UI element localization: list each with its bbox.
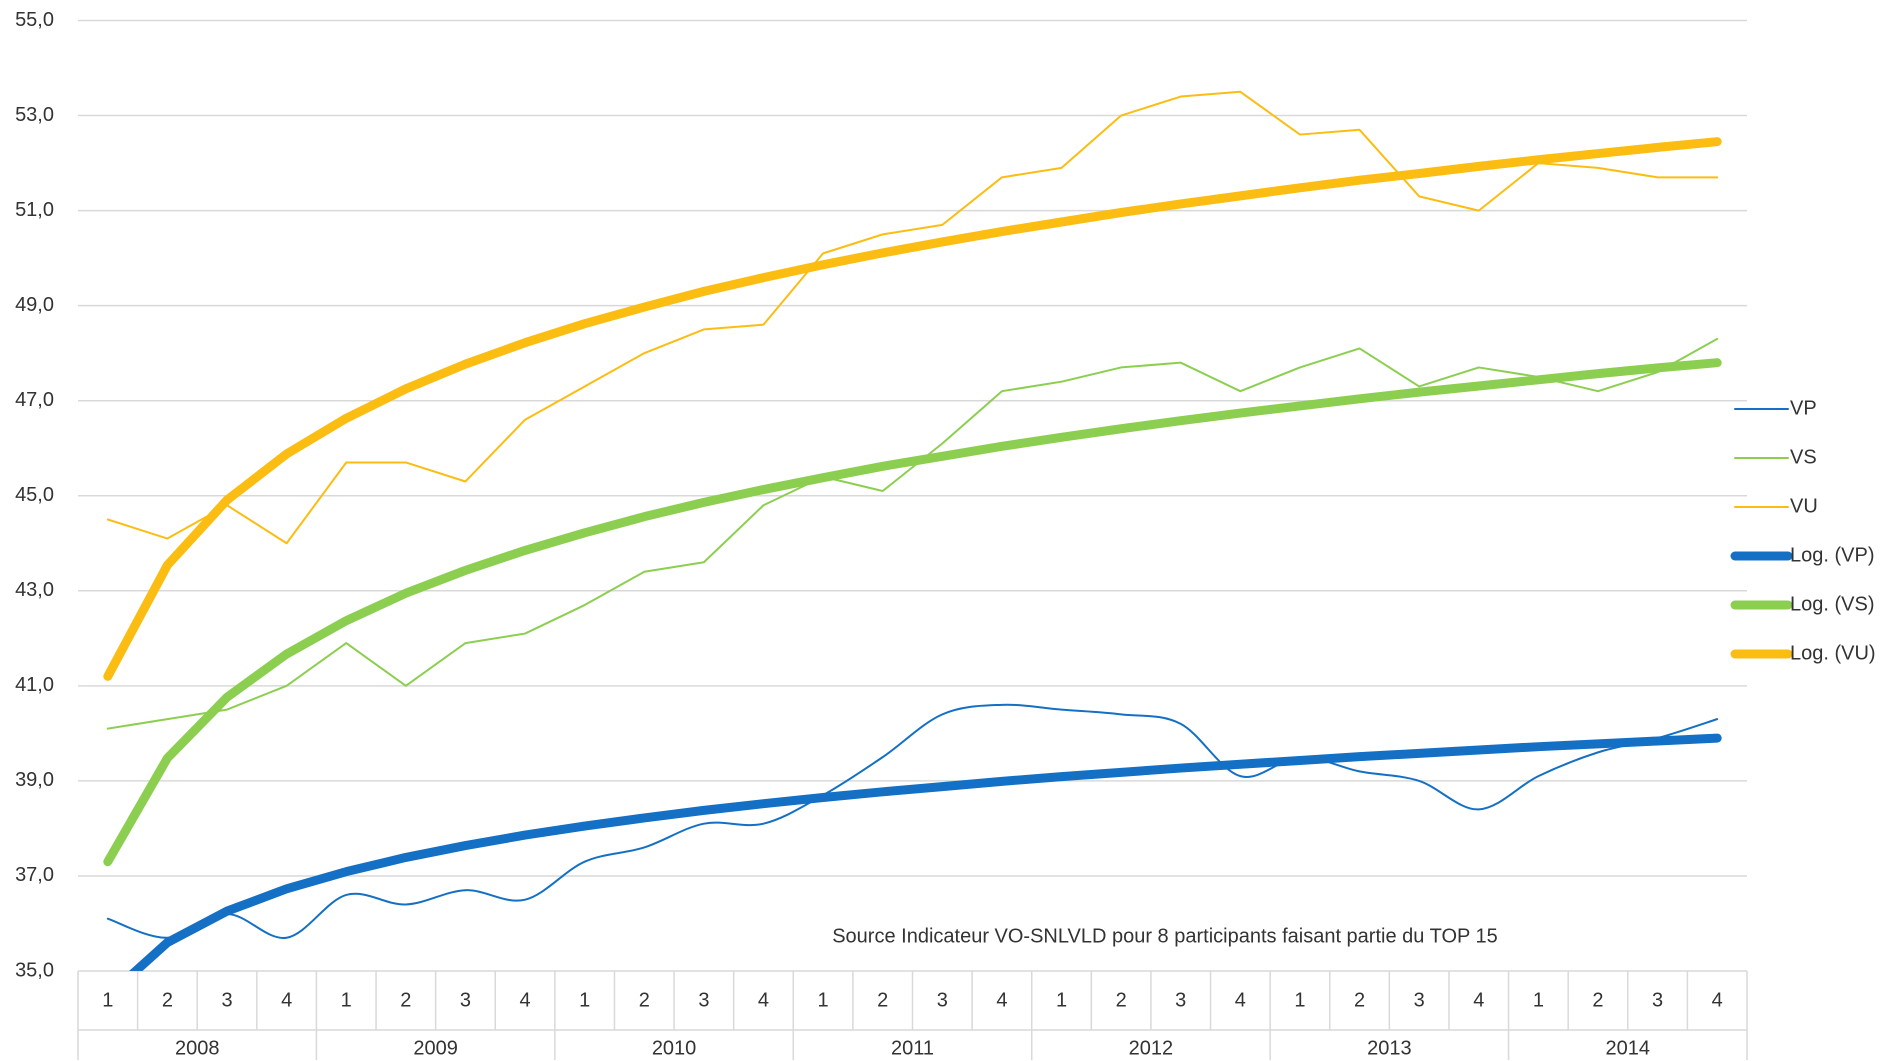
x-tick-label: 1 <box>579 989 590 1011</box>
x-tick-label: 1 <box>818 989 829 1011</box>
legend-label: Log. (VS) <box>1790 593 1874 615</box>
x-tick-label: 2 <box>1116 989 1127 1011</box>
y-tick-label: 35,0 <box>15 959 54 981</box>
x-tick-label: 4 <box>1712 989 1723 1011</box>
x-tick-label: 1 <box>1533 989 1544 1011</box>
x-group-label: 2011 <box>891 1037 934 1059</box>
x-tick-label: 3 <box>698 989 709 1011</box>
x-group-label: 2013 <box>1367 1037 1412 1059</box>
series-line <box>106 90 1719 545</box>
series-line <box>106 703 1719 939</box>
x-tick-label: 2 <box>162 989 173 1011</box>
x-tick-label: 4 <box>758 989 769 1011</box>
x-group-label: 2008 <box>175 1037 220 1059</box>
x-tick-label: 3 <box>1652 989 1663 1011</box>
x-tick-label: 2 <box>400 989 411 1011</box>
y-tick-label: 53,0 <box>15 104 54 126</box>
x-tick-label: 3 <box>460 989 471 1011</box>
x-tick-label: 1 <box>1056 989 1067 1011</box>
x-tick-label: 4 <box>1473 989 1484 1011</box>
series-line <box>129 733 1722 971</box>
legend-label: Log. (VP) <box>1790 544 1874 566</box>
x-tick-label: 4 <box>519 989 530 1011</box>
x-group-label: 2012 <box>1129 1037 1174 1059</box>
x-tick-label: 4 <box>1235 989 1246 1011</box>
y-tick-label: 43,0 <box>15 579 54 601</box>
y-tick-label: 39,0 <box>15 769 54 791</box>
legend-label: Log. (VU) <box>1790 642 1876 664</box>
x-tick-label: 2 <box>639 989 650 1011</box>
legend-label: VU <box>1790 495 1818 517</box>
annotation: Source Indicateur VO-SNLVLD pour 8 parti… <box>832 925 1498 947</box>
x-group-label: 2010 <box>652 1037 697 1059</box>
y-tick-label: 55,0 <box>15 9 54 31</box>
y-tick-label: 45,0 <box>15 484 54 506</box>
x-group-label: 2014 <box>1606 1037 1651 1059</box>
series-line <box>103 137 1722 681</box>
x-tick-label: 4 <box>281 989 292 1011</box>
y-tick-label: 49,0 <box>15 294 54 316</box>
x-tick-label: 3 <box>221 989 232 1011</box>
legend-label: VS <box>1790 446 1817 468</box>
y-tick-label: 37,0 <box>15 864 54 886</box>
y-tick-label: 51,0 <box>15 199 54 221</box>
x-tick-label: 4 <box>996 989 1007 1011</box>
y-tick-label: 47,0 <box>15 389 54 411</box>
x-tick-label: 1 <box>1294 989 1305 1011</box>
series-line <box>106 337 1719 730</box>
x-group-label: 2009 <box>413 1037 458 1059</box>
x-tick-label: 3 <box>1175 989 1186 1011</box>
x-tick-label: 3 <box>937 989 948 1011</box>
legend-label: VP <box>1790 397 1817 419</box>
x-tick-label: 2 <box>877 989 888 1011</box>
x-tick-label: 2 <box>1354 989 1365 1011</box>
x-tick-label: 1 <box>102 989 113 1011</box>
y-tick-label: 41,0 <box>15 674 54 696</box>
series-line <box>103 358 1722 867</box>
x-tick-label: 2 <box>1592 989 1603 1011</box>
x-tick-label: 3 <box>1414 989 1425 1011</box>
x-tick-label: 1 <box>341 989 352 1011</box>
